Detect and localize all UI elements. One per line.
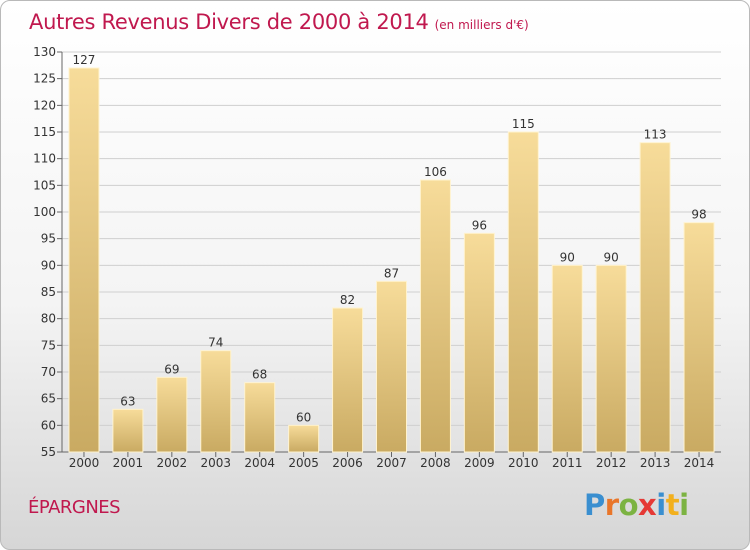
logo-letter: P	[584, 488, 605, 522]
y-tick-label: 100	[33, 205, 56, 219]
x-tick-label-2002: 2002	[157, 456, 188, 470]
bar-2001	[112, 408, 144, 453]
x-tick-label-2001: 2001	[113, 456, 144, 470]
x-tick-label-2010: 2010	[508, 456, 539, 470]
bar-2002	[156, 376, 188, 453]
y-tick-label: 75	[41, 338, 56, 352]
logo-letter: x	[638, 488, 657, 522]
data-label-2012: 90	[604, 250, 619, 264]
y-tick-label: 110	[33, 152, 56, 166]
data-label-2013: 113	[644, 128, 667, 142]
data-label-2003: 74	[208, 336, 223, 350]
bar-2013	[639, 142, 671, 453]
data-label-2010: 115	[512, 117, 535, 131]
x-tick-label-2012: 2012	[596, 456, 627, 470]
data-label-2007: 87	[384, 266, 399, 280]
bar-2014	[683, 222, 715, 453]
bar-2007	[376, 280, 407, 453]
logo-letter: i	[656, 488, 666, 522]
x-tick-label-2009: 2009	[464, 456, 495, 470]
y-tick-label: 65	[41, 392, 56, 406]
bar-2004	[244, 382, 276, 453]
y-tick-label: 70	[41, 365, 56, 379]
chart-title: Autres Revenus Divers de 2000 à 2014 (en …	[29, 10, 529, 34]
bar-2003	[200, 350, 232, 453]
y-tick-label: 115	[33, 125, 56, 139]
data-label-2006: 82	[340, 293, 355, 307]
x-tick-label-2003: 2003	[200, 456, 231, 470]
bar-2005	[288, 424, 320, 453]
chart-title-text: Autres Revenus Divers de 2000 à 2014	[29, 10, 429, 34]
bar-2009	[463, 232, 495, 453]
x-tick-label-2011: 2011	[552, 456, 583, 470]
bar-2012	[595, 264, 627, 453]
bar-2011	[551, 264, 583, 453]
bar-2000	[68, 67, 100, 453]
data-label-2008: 106	[424, 165, 447, 179]
x-tick-label-2007: 2007	[376, 456, 407, 470]
x-tick-label-2008: 2008	[420, 456, 451, 470]
logo-letter: t	[665, 488, 680, 522]
y-tick-label: 55	[41, 445, 56, 459]
y-tick-label: 60	[41, 418, 56, 432]
y-tick-label: 80	[41, 312, 56, 326]
y-tick-label: 120	[33, 98, 56, 112]
bar-2010	[507, 131, 539, 453]
data-label-2014: 98	[691, 208, 706, 222]
logo-letter: i	[679, 488, 689, 522]
bar-2008	[419, 179, 451, 453]
data-label-2004: 68	[252, 368, 267, 382]
data-label-2011: 90	[560, 250, 575, 264]
proxiti-logo: Proxiti	[584, 488, 689, 522]
x-tick-label-2014: 2014	[684, 456, 715, 470]
y-tick-label: 90	[41, 258, 56, 272]
y-tick-label: 85	[41, 285, 56, 299]
y-tick-label: 105	[33, 178, 56, 192]
x-tick-label-2005: 2005	[288, 456, 319, 470]
y-tick-label: 95	[41, 232, 56, 246]
data-label-2001: 63	[120, 394, 135, 408]
data-label-2009: 96	[472, 218, 487, 232]
chart-unit-note: (en milliers d'€)	[434, 18, 529, 32]
y-tick-label: 130	[33, 45, 56, 59]
bar-2006	[332, 307, 364, 453]
logo-letter: r	[604, 488, 619, 522]
logo-letter: o	[618, 488, 639, 522]
x-tick-label-2006: 2006	[332, 456, 363, 470]
data-label-2000: 127	[73, 53, 96, 67]
x-tick-label-2013: 2013	[640, 456, 671, 470]
x-tick-label-2004: 2004	[244, 456, 275, 470]
commune-name: ÉPARGNES	[28, 497, 121, 518]
data-label-2002: 69	[164, 362, 179, 376]
x-tick-label-2000: 2000	[69, 456, 100, 470]
y-tick-label: 125	[33, 72, 56, 86]
data-label-2005: 60	[296, 410, 311, 424]
